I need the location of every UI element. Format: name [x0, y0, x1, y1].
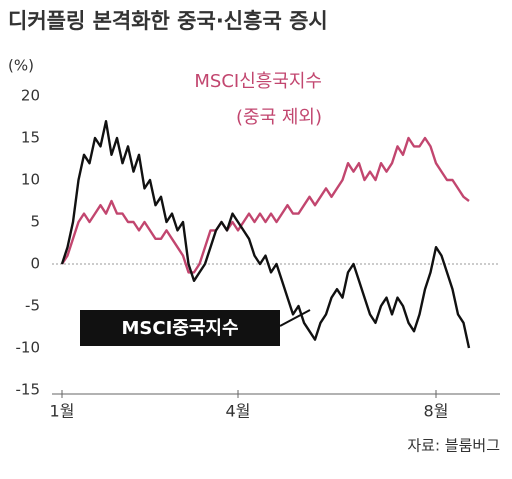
y-tick-label: 15 — [21, 129, 40, 147]
chart-title: 디커플링 본격화한 중국·신흥국 증시 — [8, 9, 328, 33]
x-tick-label: 8월 — [424, 402, 449, 421]
series-line — [60, 136, 470, 274]
y-tick-label: 0 — [30, 255, 40, 273]
y-tick-label: -15 — [16, 381, 41, 399]
y-tick-label: -5 — [25, 297, 40, 315]
x-tick-label: 4월 — [226, 402, 251, 421]
y-tick-label: 20 — [21, 87, 40, 105]
x-tick-label: 1월 — [50, 402, 75, 421]
y-tick-label: 10 — [21, 171, 40, 189]
legend-leader — [279, 309, 311, 327]
legend-box — [80, 310, 280, 346]
source: 자료: 블룸버그 — [407, 437, 500, 455]
annotation: (중국 제외) — [236, 107, 322, 128]
series-line — [60, 120, 471, 349]
y-tick-label: -10 — [16, 339, 41, 357]
legend-label: MSCI중국지수 — [121, 318, 238, 339]
legend-label: MSCI신흥국지수 — [194, 71, 322, 92]
y-unit: (%) — [8, 57, 34, 75]
y-tick-label: 5 — [30, 213, 40, 231]
